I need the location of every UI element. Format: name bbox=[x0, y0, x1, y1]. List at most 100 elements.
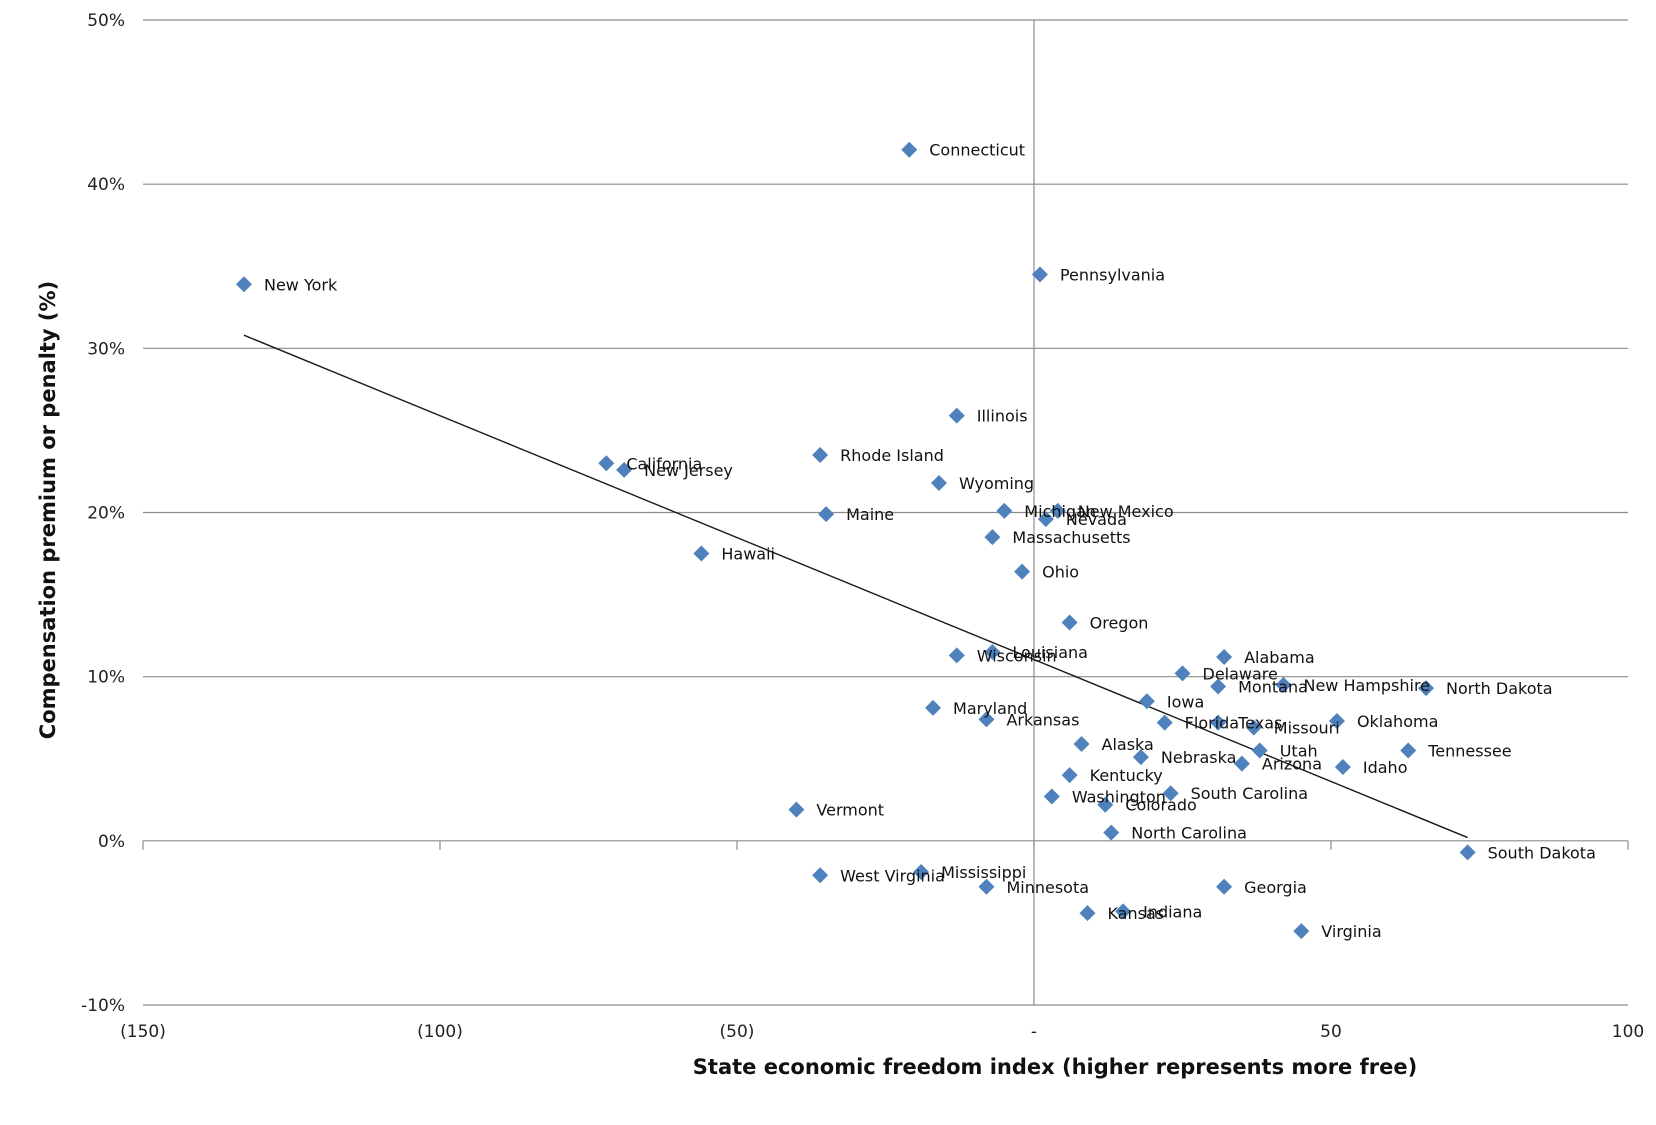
data-point bbox=[1233, 755, 1250, 772]
y-tick-label: 0% bbox=[98, 832, 125, 852]
data-point bbox=[1216, 878, 1233, 895]
data-point bbox=[1210, 714, 1227, 731]
data-label: California bbox=[626, 454, 702, 473]
data-label: Idaho bbox=[1363, 758, 1408, 777]
data-label: Mississippi bbox=[941, 863, 1026, 882]
data-label: West Virginia bbox=[840, 866, 945, 885]
data-point bbox=[788, 801, 805, 818]
data-point bbox=[978, 711, 995, 728]
data-label: Tennessee bbox=[1427, 742, 1511, 761]
data-point bbox=[1138, 693, 1155, 710]
gridlines bbox=[143, 19, 1628, 1006]
data-point bbox=[1328, 712, 1345, 729]
data-label: North Carolina bbox=[1131, 824, 1247, 843]
data-label: Oregon bbox=[1090, 613, 1149, 632]
x-tick-labels: (150) (100) (50) - 50 100 bbox=[120, 1022, 1644, 1042]
data-points bbox=[235, 141, 1476, 940]
y-tick-label: 50% bbox=[87, 11, 125, 31]
data-point bbox=[598, 455, 615, 472]
data-label: Michigan bbox=[1024, 502, 1096, 521]
data-point bbox=[984, 644, 1001, 661]
data-label: Wyoming bbox=[959, 474, 1034, 493]
data-label: Kansas bbox=[1107, 904, 1164, 923]
data-point bbox=[1216, 648, 1233, 665]
axes bbox=[142, 20, 1629, 1005]
data-point bbox=[1103, 824, 1120, 841]
data-point bbox=[1079, 905, 1096, 922]
x-tick-label: 50 bbox=[1320, 1022, 1342, 1042]
data-label: Vermont bbox=[816, 801, 884, 820]
data-label: Oklahoma bbox=[1357, 712, 1438, 731]
data-label: Nevada bbox=[1066, 510, 1127, 529]
data-label: Louisiana bbox=[1012, 643, 1088, 662]
data-label: Arkansas bbox=[1006, 710, 1079, 729]
data-label: Florida bbox=[1185, 714, 1239, 733]
data-point bbox=[1400, 742, 1417, 759]
data-label: Arizona bbox=[1262, 755, 1322, 774]
data-point bbox=[1073, 735, 1090, 752]
data-point bbox=[812, 447, 829, 464]
data-label: Alaska bbox=[1102, 735, 1154, 754]
data-point bbox=[1014, 563, 1031, 580]
data-label: Minnesota bbox=[1006, 878, 1089, 897]
data-label: Nebraska bbox=[1161, 748, 1236, 767]
y-axis-title: Compensation premium or penalty (%) bbox=[36, 281, 60, 739]
data-label: Rhode Island bbox=[840, 446, 944, 465]
x-tick-label: (100) bbox=[417, 1022, 463, 1042]
data-point bbox=[996, 502, 1013, 519]
data-point bbox=[1061, 614, 1078, 631]
data-label: Missouri bbox=[1274, 719, 1340, 738]
x-tick-label: (150) bbox=[120, 1022, 166, 1042]
data-point bbox=[948, 407, 965, 424]
data-point bbox=[812, 867, 829, 884]
y-tick-label: 10% bbox=[87, 668, 125, 688]
data-point bbox=[948, 647, 965, 664]
data-label: Pennsylvania bbox=[1060, 265, 1165, 284]
y-tick-label: -10% bbox=[81, 996, 125, 1016]
data-label: Maryland bbox=[953, 699, 1027, 718]
y-tick-label: 30% bbox=[87, 339, 125, 359]
data-point bbox=[693, 545, 710, 562]
data-label: Massachusetts bbox=[1012, 528, 1130, 547]
data-label: North Dakota bbox=[1446, 679, 1553, 698]
x-axis-title: State economic freedom index (higher rep… bbox=[693, 1055, 1417, 1079]
data-label: Illinois bbox=[977, 407, 1028, 426]
x-tick-label: - bbox=[1031, 1022, 1037, 1042]
data-point bbox=[1251, 742, 1268, 759]
data-label: Connecticut bbox=[929, 141, 1025, 160]
data-point bbox=[1132, 749, 1149, 766]
x-tick-label: (50) bbox=[720, 1022, 755, 1042]
data-point bbox=[1162, 785, 1179, 802]
data-point bbox=[930, 474, 947, 491]
data-label: Georgia bbox=[1244, 878, 1307, 897]
data-label: Washington bbox=[1072, 788, 1166, 807]
x-tick-label: 100 bbox=[1612, 1022, 1644, 1042]
data-point bbox=[913, 864, 930, 881]
data-point bbox=[1115, 903, 1132, 920]
data-point bbox=[1459, 844, 1476, 861]
data-label: South Dakota bbox=[1488, 843, 1596, 862]
y-tick-label: 20% bbox=[87, 504, 125, 524]
data-point bbox=[235, 276, 252, 293]
data-label: Virginia bbox=[1321, 922, 1381, 941]
data-point bbox=[1174, 665, 1191, 682]
data-point bbox=[1245, 719, 1262, 736]
data-point bbox=[1049, 502, 1066, 519]
y-tick-label: 40% bbox=[87, 175, 125, 195]
data-label: New Mexico bbox=[1078, 502, 1174, 521]
data-label: Utah bbox=[1280, 742, 1318, 761]
data-label: Wisconsin bbox=[977, 646, 1057, 665]
data-point bbox=[901, 141, 918, 158]
data-label: New Hampshire bbox=[1303, 676, 1430, 695]
data-point bbox=[818, 506, 835, 523]
data-point bbox=[1061, 767, 1078, 784]
data-label: Maine bbox=[846, 505, 894, 524]
data-labels: Connecticut New York Pennsylvania Illinois R… bbox=[264, 141, 1596, 941]
data-point bbox=[1418, 680, 1435, 697]
data-label: Ohio bbox=[1042, 563, 1079, 582]
data-label: Montana bbox=[1238, 678, 1308, 697]
data-point bbox=[925, 699, 942, 716]
data-label: Delaware bbox=[1203, 664, 1278, 683]
